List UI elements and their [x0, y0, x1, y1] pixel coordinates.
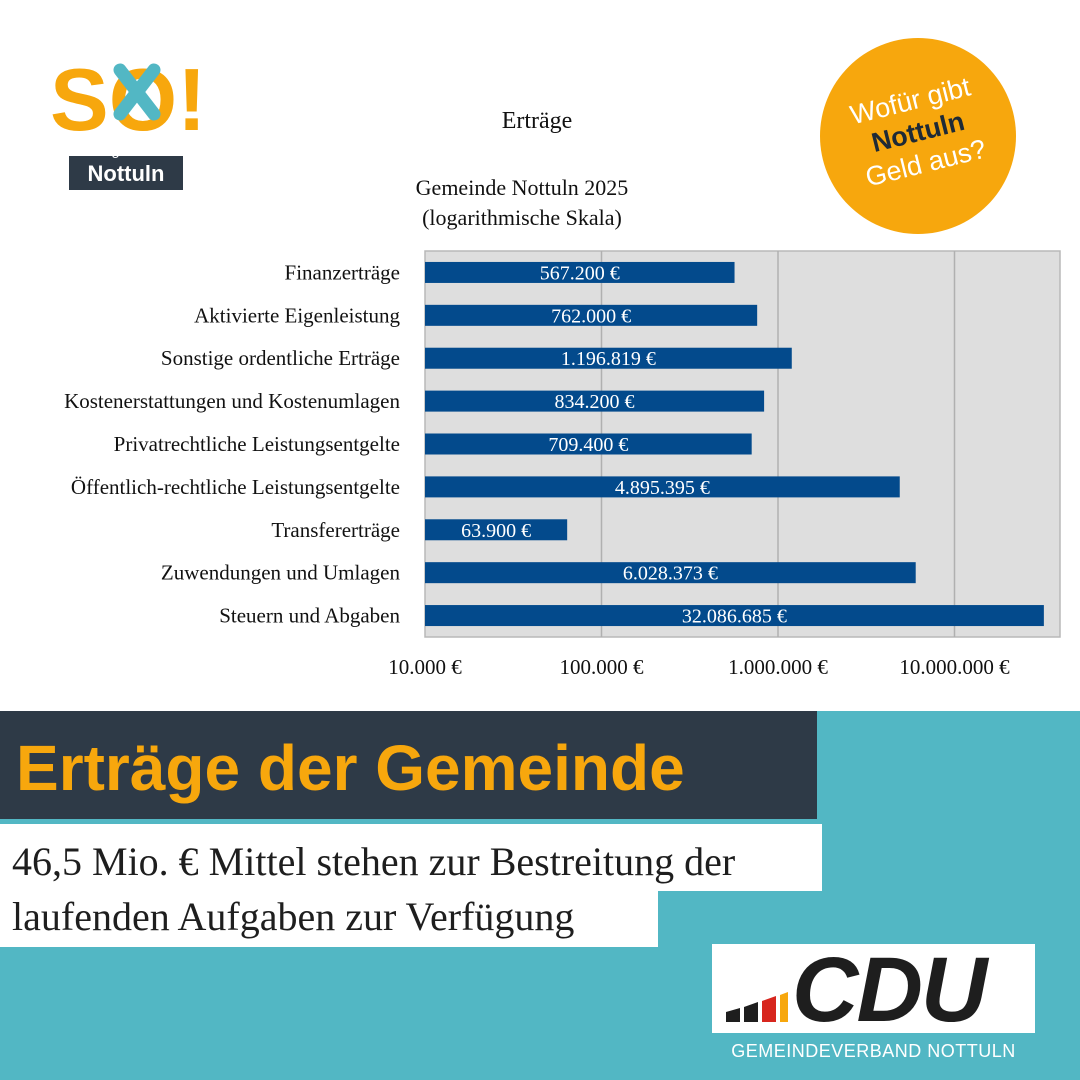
- cdu-subtitle: GEMEINDEVERBAND NOTTULN: [731, 1041, 1016, 1061]
- bar-value-label: 63.900 €: [461, 520, 531, 542]
- bar: [425, 347, 792, 369]
- chart-subtitle-line-2: (logarithmische Skala): [422, 205, 622, 230]
- x-tick-label: 100.000 €: [560, 655, 645, 679]
- badge-text: Wofür gibt Nottuln Geld aus?: [811, 62, 1024, 203]
- bar: [425, 261, 735, 283]
- x-tick-label: 1.000.000 €: [728, 655, 828, 679]
- logo-small-text: geht: [111, 142, 141, 159]
- category-label: Zuwendungen und Umlagen: [161, 561, 401, 585]
- bar: [425, 476, 900, 498]
- bar-value-label: 32.086.685 €: [682, 606, 787, 628]
- bar-value-label: 1.196.819 €: [561, 348, 656, 370]
- bar: [425, 390, 765, 412]
- bar-value-label: 834.200 €: [555, 391, 635, 413]
- x-mark-icon: [113, 63, 161, 121]
- banner-heading: Erträge der Gemeinde: [16, 732, 685, 804]
- banner-line-1: 46,5 Mio. € Mittel stehen zur Bestreitun…: [12, 839, 736, 884]
- cdu-logo: CDU: [712, 939, 1035, 1041]
- bar-value-label: 762.000 €: [551, 305, 631, 327]
- chart-title: Erträge: [501, 108, 573, 134]
- category-label: Sonstige ordentliche Erträge: [161, 346, 400, 370]
- bar-value-label: 567.200 €: [540, 262, 620, 284]
- banner-line-1-box: 46,5 Mio. € Mittel stehen zur Bestreitun…: [0, 824, 822, 891]
- bar-value-label: 6.028.373 €: [623, 563, 718, 585]
- bar: [425, 562, 916, 584]
- category-label: Öffentlich-rechtliche Leistungsentgelte: [71, 475, 400, 499]
- bar: [425, 519, 568, 541]
- question-badge: Wofür gibt Nottuln Geld aus?: [820, 38, 1016, 234]
- bar: [425, 433, 752, 455]
- logo-name-text: Nottuln: [87, 161, 165, 186]
- bar-value-label: 4.895.395 €: [615, 477, 710, 499]
- chart-subtitle: Gemeinde Nottuln 2025 (logarithmische Sk…: [372, 173, 672, 233]
- category-label: Transfererträge: [271, 518, 400, 542]
- cdu-logo-text: CDU: [792, 939, 987, 1041]
- bar: [425, 304, 758, 326]
- logo-name-box: geht Nottuln: [69, 142, 183, 190]
- teal-background-top: [817, 711, 1080, 819]
- category-label: Privatrechtliche Leistungsentgelte: [114, 432, 400, 456]
- heading-band: Erträge der Gemeinde: [0, 711, 817, 819]
- category-label: Kostenerstattungen und Kostenumlagen: [64, 389, 400, 413]
- category-label: Aktivierte Eigenleistung: [194, 303, 400, 327]
- banner-line-2-box: laufenden Aufgaben zur Verfügung: [0, 891, 658, 947]
- bar-value-label: 709.400 €: [548, 434, 628, 456]
- chart-subtitle-line-1: Gemeinde Nottuln 2025: [415, 175, 629, 200]
- x-tick-label: 10.000.000 €: [899, 655, 1010, 679]
- x-tick-label: 10.000 €: [388, 655, 462, 679]
- revenue-bar-chart: 10.000 € 100.000 € 1.000.000 € 10.000.000 €…: [64, 250, 1061, 679]
- category-label: Finanzerträge: [285, 260, 400, 284]
- so-logo-icon: SO!: [50, 52, 206, 149]
- bar: [425, 605, 1044, 627]
- banner-line-2: laufenden Aufgaben zur Verfügung: [12, 894, 575, 939]
- category-label: Steuern und Abgaben: [219, 604, 400, 628]
- cdu-stripes-icon: [726, 992, 788, 1022]
- so-geht-nottuln-logo: SO! geht Nottuln: [50, 52, 215, 194]
